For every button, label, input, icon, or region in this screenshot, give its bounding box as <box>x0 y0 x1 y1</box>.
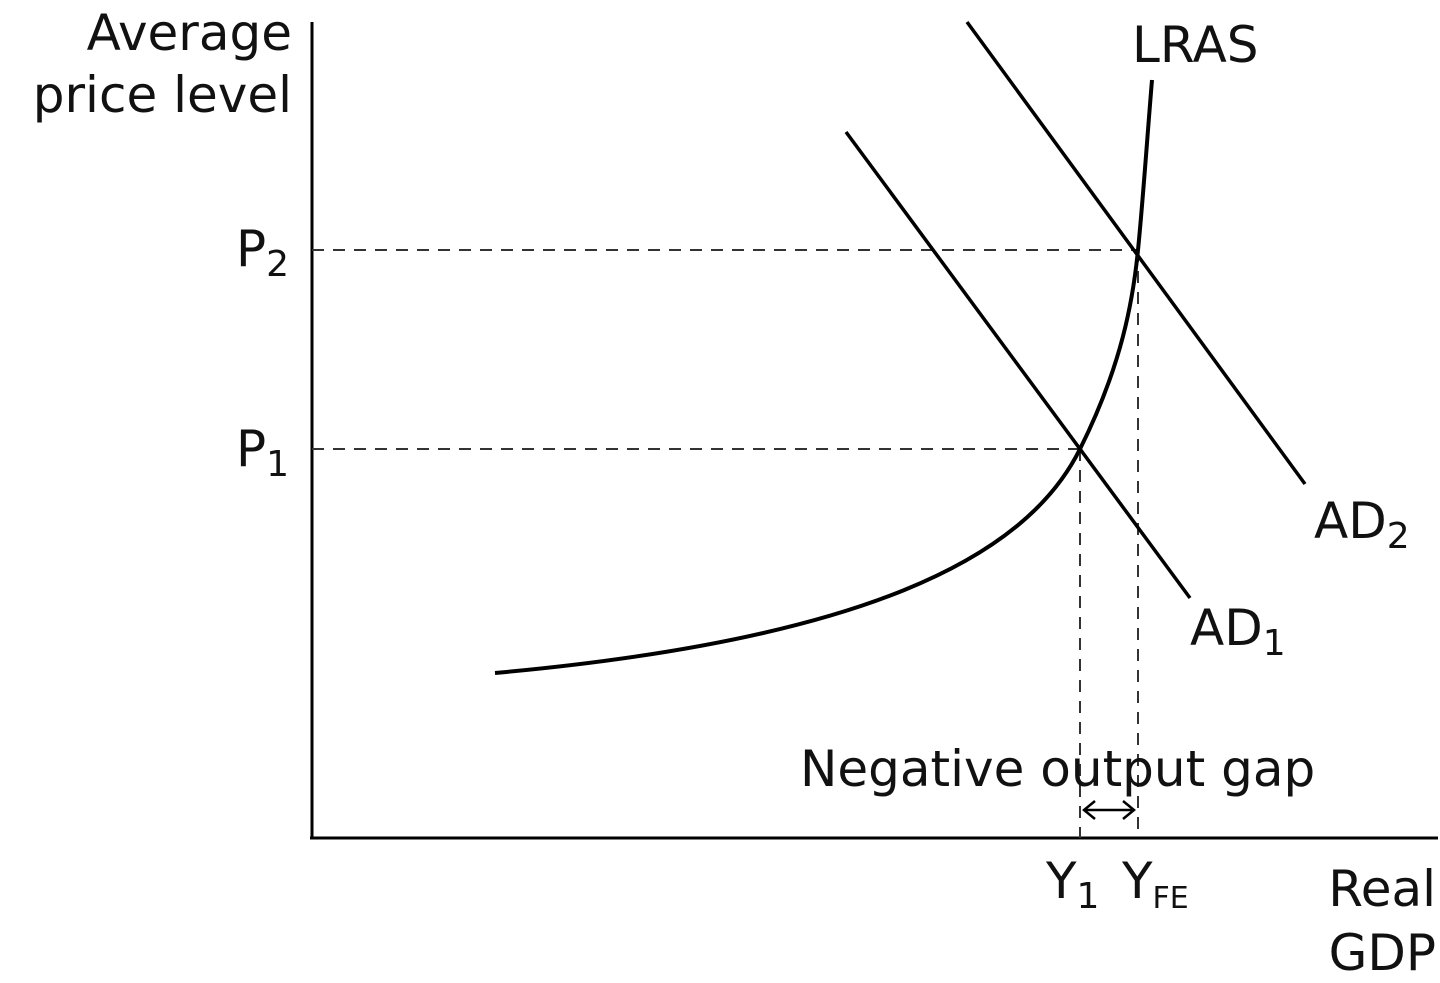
negative-output-gap-label: Negative output gap <box>800 740 1315 798</box>
ad2-label-sub: 2 <box>1387 516 1410 557</box>
ad2-curve <box>965 20 1307 486</box>
output-gap-arrow <box>1082 800 1136 820</box>
ad1-label: AD1 <box>1190 599 1286 664</box>
p2-label-sub: 2 <box>266 244 289 285</box>
y-axis-label-line2: price level <box>33 66 292 124</box>
p2-label-base: P <box>236 220 266 278</box>
yfe-label: YFE <box>1121 852 1189 916</box>
y1-label-sub: 1 <box>1077 876 1100 917</box>
yfe-label-sub: FE <box>1153 881 1189 916</box>
lras-label: LRAS <box>1132 16 1259 74</box>
ad1-curve <box>844 130 1192 600</box>
x-axis-label-line2: GDP <box>1329 924 1436 982</box>
y1-label: Y1 <box>1045 852 1099 917</box>
y1-label-base: Y <box>1045 852 1077 910</box>
ad2-label-base: AD <box>1314 492 1387 550</box>
ad1-label-base: AD <box>1190 599 1263 657</box>
x-axis-label-line1: Real <box>1328 860 1436 918</box>
p1-label-sub: 1 <box>266 444 289 485</box>
ad2-label: AD2 <box>1314 492 1410 557</box>
yfe-label-base: Y <box>1121 852 1153 910</box>
y-axis-label-line1: Average <box>87 4 292 62</box>
p1-label-base: P <box>236 420 266 478</box>
p1-label: P1 <box>236 420 289 485</box>
lras-curve <box>494 79 1154 675</box>
ad1-label-sub: 1 <box>1263 623 1286 664</box>
p2-label: P2 <box>236 220 289 285</box>
